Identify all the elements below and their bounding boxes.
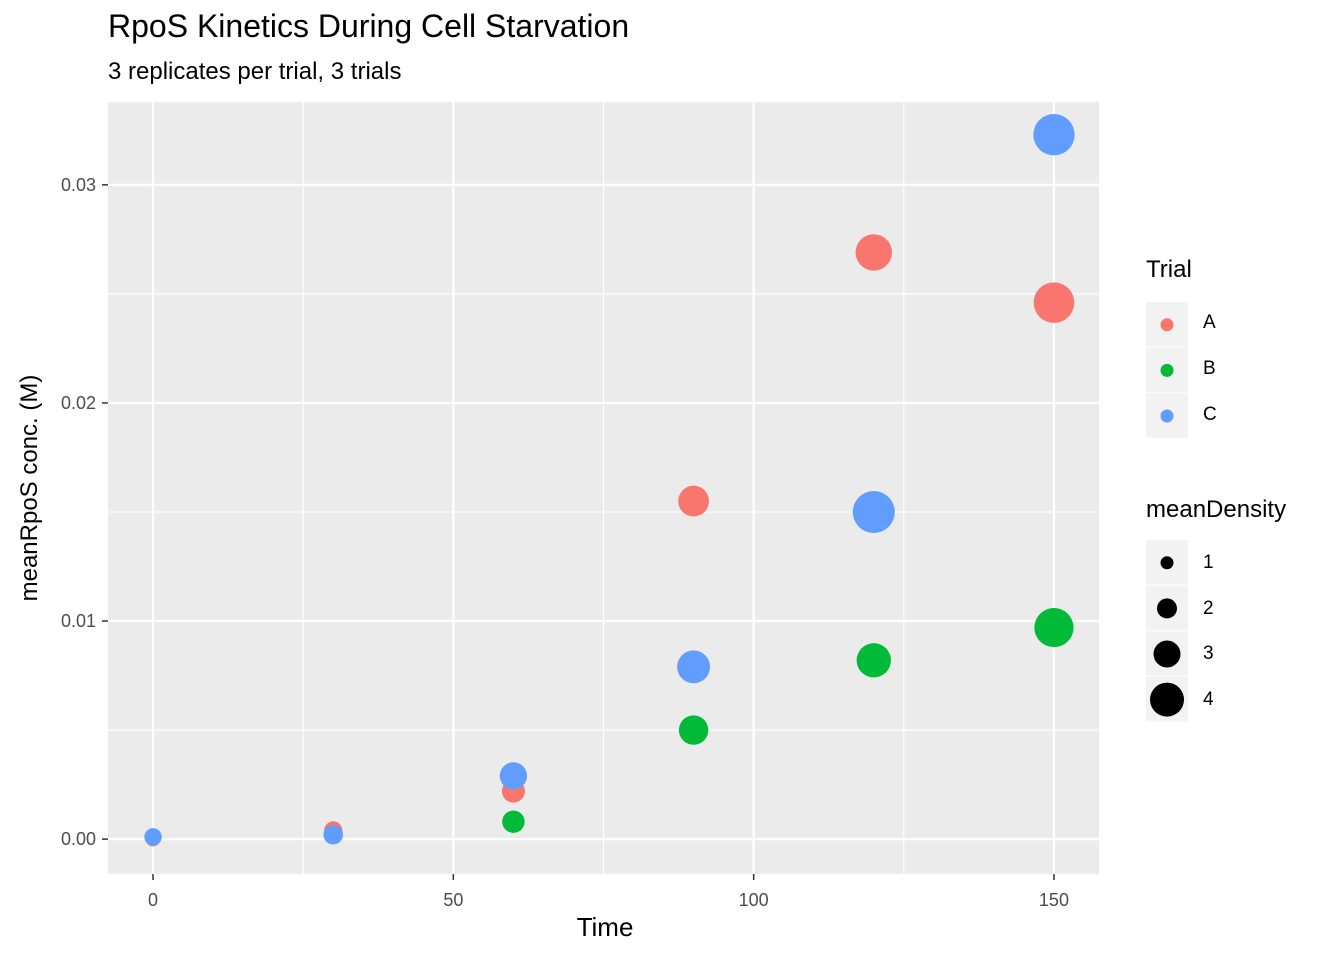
color-legend-swatch-c (1160, 409, 1174, 423)
data-point-c-0 (144, 828, 162, 846)
size-legend-swatch-2 (1157, 598, 1177, 619)
data-point-b-2 (856, 643, 891, 678)
color-legend-swatch-a (1160, 318, 1174, 332)
x-tick-label-2: 100 (739, 890, 769, 910)
x-tick-label-1: 50 (443, 890, 463, 910)
size-legend-title: meanDensity (1146, 496, 1287, 523)
data-point-a-5 (1033, 282, 1075, 323)
size-legend-swatch-4 (1150, 682, 1184, 717)
y-axis-label: meanRpoS conc. (M) (16, 374, 43, 602)
y-tick-label-0: 0.00 (61, 829, 96, 849)
data-point-c-4 (852, 490, 895, 533)
chart-subtitle: 3 replicates per trial, 3 trials (108, 58, 402, 85)
color-legend-label-c: C (1203, 404, 1217, 425)
color-legend-label-b: B (1203, 358, 1216, 379)
y-tick-label-2: 0.02 (61, 393, 96, 413)
data-point-c-1 (323, 824, 344, 845)
data-point-c-2 (499, 762, 528, 790)
size-legend-label-2: 2 (1203, 598, 1214, 619)
data-point-a-3 (678, 485, 709, 517)
size-legend-label-4: 4 (1203, 689, 1214, 710)
data-point-a-4 (855, 234, 892, 271)
color-legend-swatch-b (1160, 363, 1174, 377)
size-legend-swatch-3 (1153, 640, 1181, 668)
size-legend-label-1: 1 (1203, 552, 1214, 573)
size-legend-label-3: 3 (1203, 643, 1214, 664)
chart-title: RpoS Kinetics During Cell Starvation (108, 8, 630, 44)
data-point-c-3 (677, 650, 711, 684)
y-tick-label-3: 0.03 (61, 175, 96, 195)
size-legend-swatch-1 (1160, 556, 1174, 570)
x-tick-label-3: 150 (1039, 890, 1069, 910)
y-tick-label-1: 0.01 (61, 611, 96, 631)
color-legend-label-a: A (1203, 312, 1216, 333)
x-axis-label: Time (576, 912, 634, 942)
x-tick-label-0: 0 (148, 890, 158, 910)
data-point-c-5 (1033, 114, 1075, 156)
color-legend-title: Trial (1146, 256, 1192, 283)
data-point-b-1 (678, 715, 709, 745)
data-point-b-3 (1034, 607, 1074, 648)
data-point-b-0 (502, 810, 525, 833)
